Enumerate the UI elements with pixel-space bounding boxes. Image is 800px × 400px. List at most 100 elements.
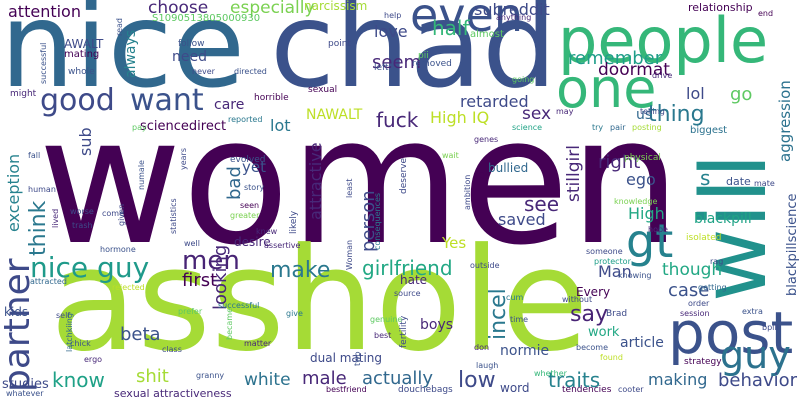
word-cloud-word: studies xyxy=(2,377,49,392)
word-cloud-word: seen xyxy=(240,201,260,210)
word-cloud-word: getting xyxy=(698,283,727,292)
word-cloud-word: class xyxy=(162,345,182,354)
word-cloud-word: mating xyxy=(64,49,100,60)
word-cloud-word: two xyxy=(353,351,362,366)
word-cloud-word: think xyxy=(26,200,51,256)
word-cloud-word: point xyxy=(328,39,351,49)
word-cloud-word: matter xyxy=(244,339,272,348)
word-cloud-word: laugh xyxy=(476,361,499,370)
word-cloud-word: aggression xyxy=(776,80,794,162)
word-cloud-word: almost xyxy=(470,29,504,40)
word-cloud-word: Brad xyxy=(606,309,628,319)
word-cloud-word: lot xyxy=(270,116,291,135)
word-cloud-word: Yes xyxy=(442,234,467,252)
word-cloud-word: follow xyxy=(178,39,205,49)
word-cloud-word: strategy xyxy=(684,357,722,367)
word-cloud-word: us xyxy=(636,107,653,123)
word-cloud-word: statistics xyxy=(169,198,178,234)
word-cloud-word: chad xyxy=(270,0,557,114)
word-cloud-word: whether xyxy=(534,369,567,378)
word-cloud-word: first xyxy=(182,270,218,291)
word-cloud-word: traits xyxy=(548,368,601,392)
word-cloud-word: bestfriend xyxy=(326,385,367,394)
word-cloud-word: prefer xyxy=(178,307,203,316)
word-cloud-word: especially xyxy=(230,0,315,18)
word-cloud-word: successful xyxy=(39,42,48,84)
word-cloud-word: rag xyxy=(710,257,724,266)
word-cloud-word: human xyxy=(28,185,56,194)
word-cloud-word: horrible xyxy=(254,93,289,103)
word-cloud-word: narcissism xyxy=(304,0,368,13)
word-cloud-word: nice xyxy=(0,0,246,114)
word-cloud-word: High xyxy=(628,204,665,223)
word-cloud-word: latchkiing xyxy=(65,313,74,352)
word-cloud-word: give xyxy=(286,309,303,318)
word-cloud-word: bad xyxy=(224,166,245,200)
word-cloud-word: asshole xyxy=(50,218,589,383)
word-cloud-word: chick xyxy=(70,339,91,348)
word-cloud-word: choose xyxy=(148,0,209,18)
word-cloud-word: say xyxy=(570,302,608,327)
word-cloud-word: might xyxy=(10,89,37,99)
word-cloud-word: sexual attractiveness xyxy=(114,387,232,400)
word-cloud-word: Man xyxy=(598,262,632,281)
word-cloud-word: pair xyxy=(610,123,626,132)
word-cloud-word: reported xyxy=(228,115,263,124)
word-cloud-word: douchebags xyxy=(398,385,453,395)
word-cloud-word: beta xyxy=(120,324,161,345)
word-cloud-word: isolated xyxy=(686,233,722,243)
word-cloud-word: article xyxy=(620,335,664,351)
word-cloud-word: successful xyxy=(218,301,260,310)
word-cloud-word: attracted xyxy=(30,277,67,286)
word-cloud-word: removed xyxy=(412,59,452,69)
word-cloud-word: numale xyxy=(137,160,146,190)
word-cloud-word: don xyxy=(474,343,490,352)
word-cloud-word: self xyxy=(56,311,71,320)
word-cloud-word: women xyxy=(38,79,681,284)
word-cloud-word: mate xyxy=(754,179,775,188)
word-cloud-word: wait xyxy=(442,151,459,160)
word-cloud-word: evolved xyxy=(230,155,266,165)
word-cloud-word: attractive xyxy=(306,142,325,220)
word-cloud-word: assertive xyxy=(264,241,301,250)
word-cloud-word: posting xyxy=(632,123,662,132)
word-cloud-word: go xyxy=(730,84,753,105)
word-cloud-word: well xyxy=(184,239,200,248)
word-cloud-word: rejected xyxy=(112,283,145,292)
word-cloud-word: greater xyxy=(230,211,260,220)
word-cloud-word: need xyxy=(172,49,207,65)
word-cloud-word: right xyxy=(598,152,641,173)
word-cloud-word: genes xyxy=(474,135,499,144)
word-cloud-word: always xyxy=(123,29,139,78)
word-cloud-word: found xyxy=(600,353,623,362)
word-cloud-word: case xyxy=(668,280,710,301)
word-cloud-word: thing xyxy=(648,102,705,127)
word-cloud-word: help xyxy=(384,11,402,20)
word-cloud-word: read xyxy=(115,17,124,36)
word-cloud-word: story xyxy=(244,183,265,192)
word-cloud-word: consequences xyxy=(373,192,382,250)
word-cloud-word: s xyxy=(700,166,711,190)
word-cloud-word: ambition xyxy=(463,174,472,210)
word-cloud-word: boys xyxy=(420,317,454,333)
word-cloud-word: men xyxy=(182,246,240,276)
word-cloud-word: fuck xyxy=(376,108,419,132)
word-cloud-word: even xyxy=(410,0,523,42)
word-cloud-word: ego xyxy=(626,170,656,189)
word-cloud-word: desire xyxy=(234,235,271,249)
word-cloud-word: care xyxy=(214,97,245,113)
word-cloud-word: doormat xyxy=(598,60,670,80)
word-cloud-word: half xyxy=(432,16,470,40)
word-cloud-word: one xyxy=(556,57,657,120)
word-cloud-word: years xyxy=(179,147,188,170)
word-cloud-word: people xyxy=(558,4,769,77)
word-cloud-word: cum xyxy=(506,293,524,302)
word-cloud-word: may xyxy=(556,107,574,116)
word-cloud-word: pay xyxy=(132,123,147,132)
word-cloud-word: session xyxy=(680,309,710,318)
word-cloud-word: likely xyxy=(289,210,299,234)
word-cloud-word: someone xyxy=(586,247,623,256)
word-cloud-word: blackpill xyxy=(694,211,752,227)
word-cloud-word: knowledge xyxy=(614,197,658,206)
